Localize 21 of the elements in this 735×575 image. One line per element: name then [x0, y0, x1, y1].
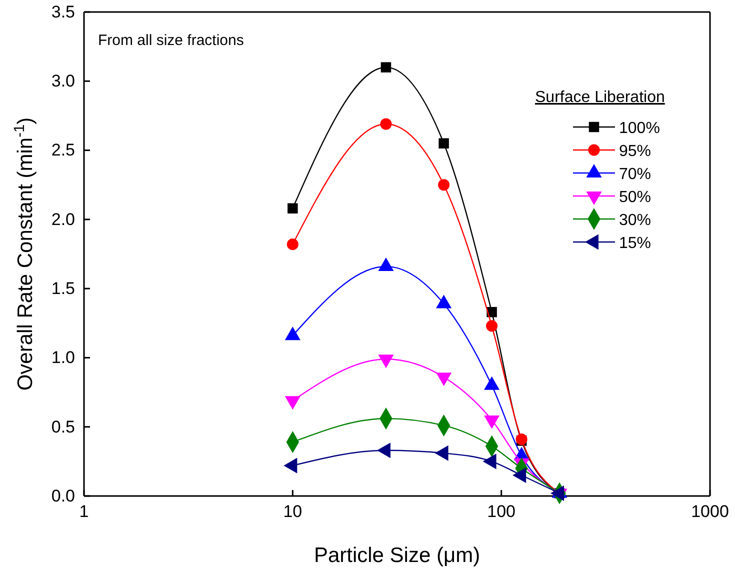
x-tick-label: 1000 — [691, 502, 729, 522]
y-tick-label: 3.5 — [51, 2, 75, 22]
y-tick-label: 3.0 — [51, 72, 75, 91]
legend-label: 30% — [619, 212, 652, 229]
y-tick-label: 1.0 — [51, 348, 75, 368]
x-axis-title: Particle Size (μm) — [314, 544, 480, 567]
y-tick-label: 1.5 — [51, 279, 75, 298]
annotation: From all size fractions — [98, 32, 244, 49]
legend-label: 100% — [619, 120, 660, 137]
y-tick-label: 2.0 — [51, 210, 75, 229]
y-tick-label: 0.0 — [51, 486, 75, 506]
y-tick-label: 0.5 — [51, 417, 75, 436]
legend-label: 15% — [619, 235, 652, 252]
x-tick-label: 100 — [487, 502, 516, 522]
x-tick-label: 1 — [79, 502, 89, 522]
legend-label: 70% — [619, 166, 652, 183]
legend-label: 95% — [619, 143, 652, 160]
y-tick-label: 2.5 — [51, 140, 75, 160]
legend-label: 50% — [619, 189, 652, 206]
x-tick-label: 10 — [283, 502, 302, 522]
legend-title: Surface Liberation — [535, 89, 665, 106]
